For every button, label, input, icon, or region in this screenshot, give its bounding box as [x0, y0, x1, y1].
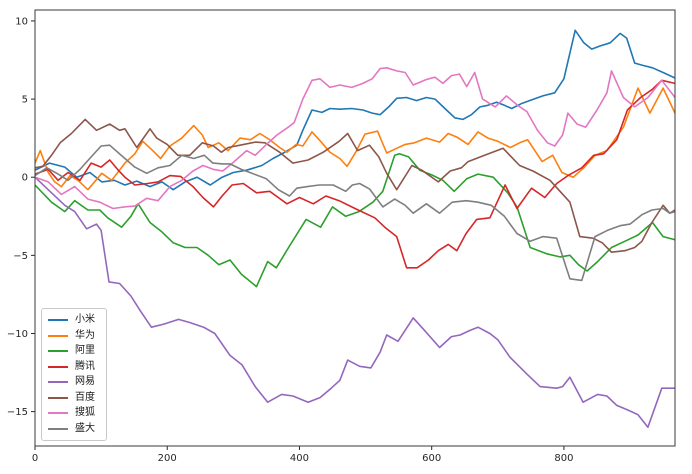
- y-tick-label: −5: [13, 251, 28, 262]
- legend-item: 小米: [48, 313, 106, 327]
- series-line: [35, 176, 675, 429]
- legend-label: 搜狐: [75, 407, 95, 419]
- legend: 小米华为阿里腾讯网易百度搜狐盛大: [41, 308, 107, 441]
- legend-label: 盛大: [75, 422, 95, 434]
- legend-item: 百度: [48, 391, 106, 405]
- legend-label: 百度: [75, 391, 95, 403]
- legend-label: 腾讯: [75, 360, 95, 372]
- y-tick-label: 5: [22, 95, 28, 106]
- x-tick-label: 400: [290, 453, 309, 464]
- legend-label: 阿里: [75, 345, 95, 357]
- legend-line-swatch: [48, 350, 68, 353]
- x-axis: 0 200 400 600 800: [32, 446, 573, 464]
- plot-area: [35, 10, 675, 446]
- y-tick-label: −15: [7, 407, 28, 418]
- series-line: [35, 87, 675, 191]
- series-line: [35, 29, 675, 191]
- legend-item: 搜狐: [48, 406, 106, 420]
- legend-line-swatch: [48, 396, 68, 399]
- legend-line-swatch: [48, 365, 68, 368]
- legend-item: 腾讯: [48, 360, 106, 374]
- series-line: [35, 79, 675, 269]
- legend-label: 网易: [75, 376, 95, 388]
- legend-item: 华为: [48, 329, 106, 343]
- x-tick-label: 800: [554, 453, 573, 464]
- series-lines: [35, 29, 675, 429]
- legend-line-swatch: [48, 412, 68, 415]
- y-tick-label: 0: [22, 173, 28, 184]
- x-tick-label: 200: [158, 453, 177, 464]
- y-tick-label: 10: [15, 16, 28, 27]
- x-tick-label: 0: [32, 453, 38, 464]
- y-tick-label: −10: [7, 329, 28, 340]
- legend-line-swatch: [48, 381, 68, 384]
- series-line: [35, 118, 675, 253]
- legend-line-swatch: [48, 427, 68, 430]
- y-axis: −15 −10 −5 0 5 10: [7, 16, 35, 418]
- legend-item: 盛大: [48, 422, 106, 436]
- series-line: [35, 67, 675, 210]
- series-line: [35, 144, 675, 282]
- legend-line-swatch: [48, 319, 68, 321]
- plot-border: [34, 9, 676, 447]
- legend-label: 华为: [75, 329, 95, 341]
- legend-label: 小米: [75, 314, 95, 325]
- legend-item: 网易: [48, 375, 106, 389]
- legend-line-swatch: [48, 334, 68, 337]
- x-tick-label: 600: [422, 453, 441, 464]
- legend-item: 阿里: [48, 344, 106, 358]
